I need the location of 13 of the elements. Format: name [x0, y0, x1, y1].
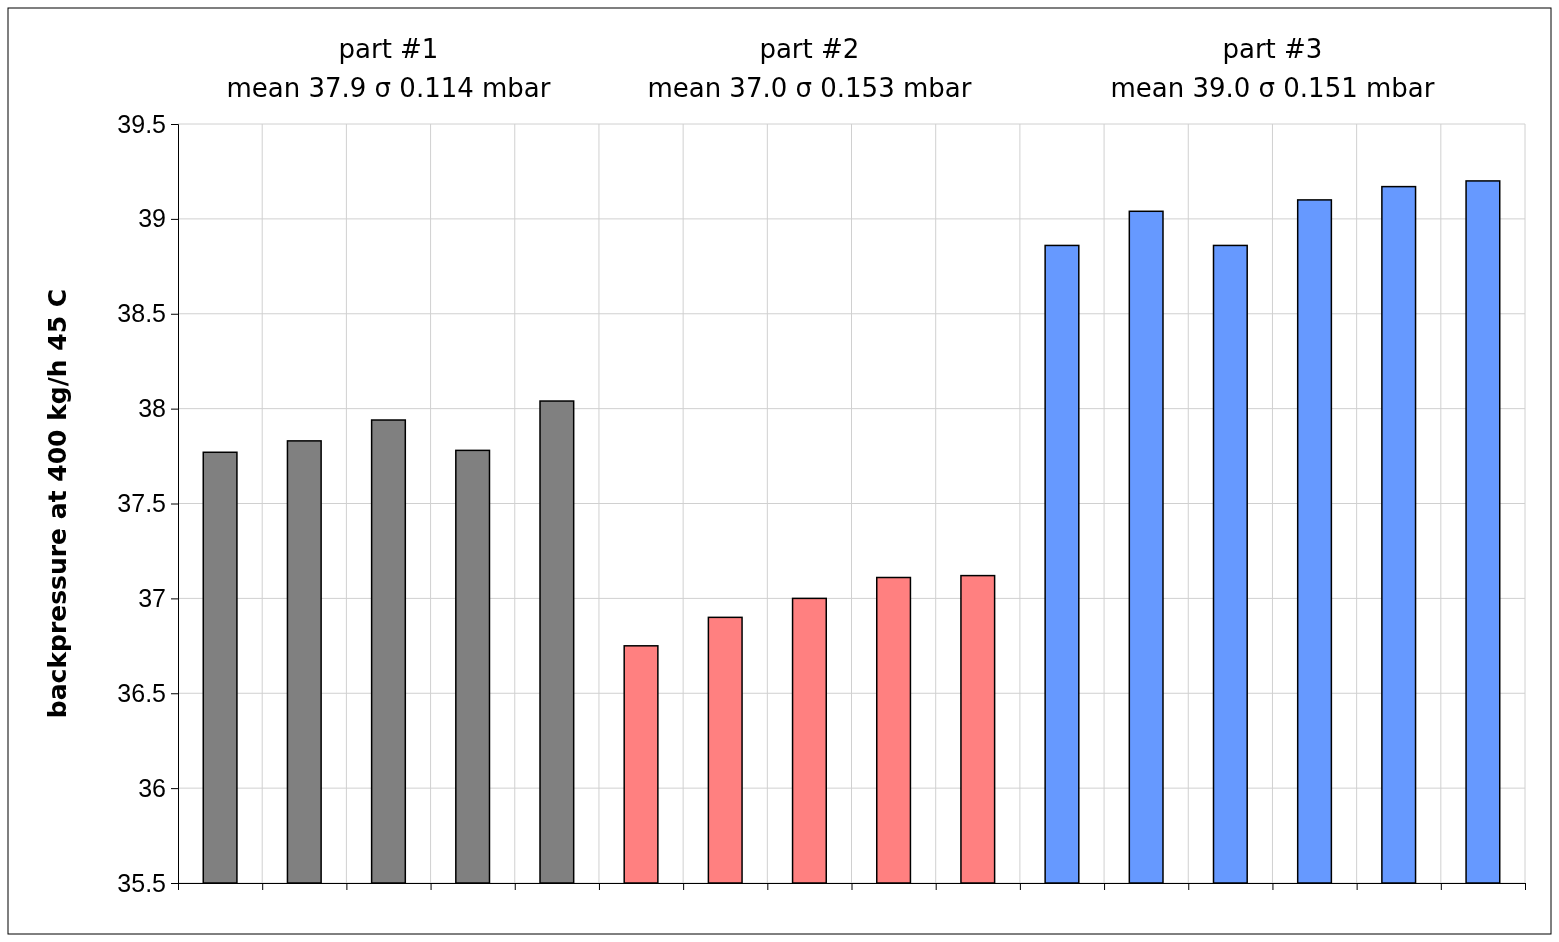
y-tick-label: 39.5 [117, 109, 166, 138]
y-tick-label: 39 [138, 204, 166, 233]
text: part #1 mean 37.9 σ 0.114 mbar [226, 34, 551, 103]
y-tick-label: 38.5 [117, 299, 166, 328]
y-tick-label: 37 [138, 583, 166, 612]
y-tick-label: 38 [138, 394, 166, 423]
y-tick-label: 36.5 [117, 678, 166, 707]
y-tick-label: 35.5 [117, 868, 166, 897]
y-tick-label: 37.5 [117, 489, 166, 517]
y-tick-label: 36 [138, 773, 166, 802]
text: part #3 mean 39.0 σ 0.151 mbar [1110, 34, 1435, 103]
text: part #2 mean 37.0 σ 0.153 mbar [647, 34, 972, 103]
y-axis-title: backpressure at 400 kg/h 45 C [43, 288, 72, 719]
